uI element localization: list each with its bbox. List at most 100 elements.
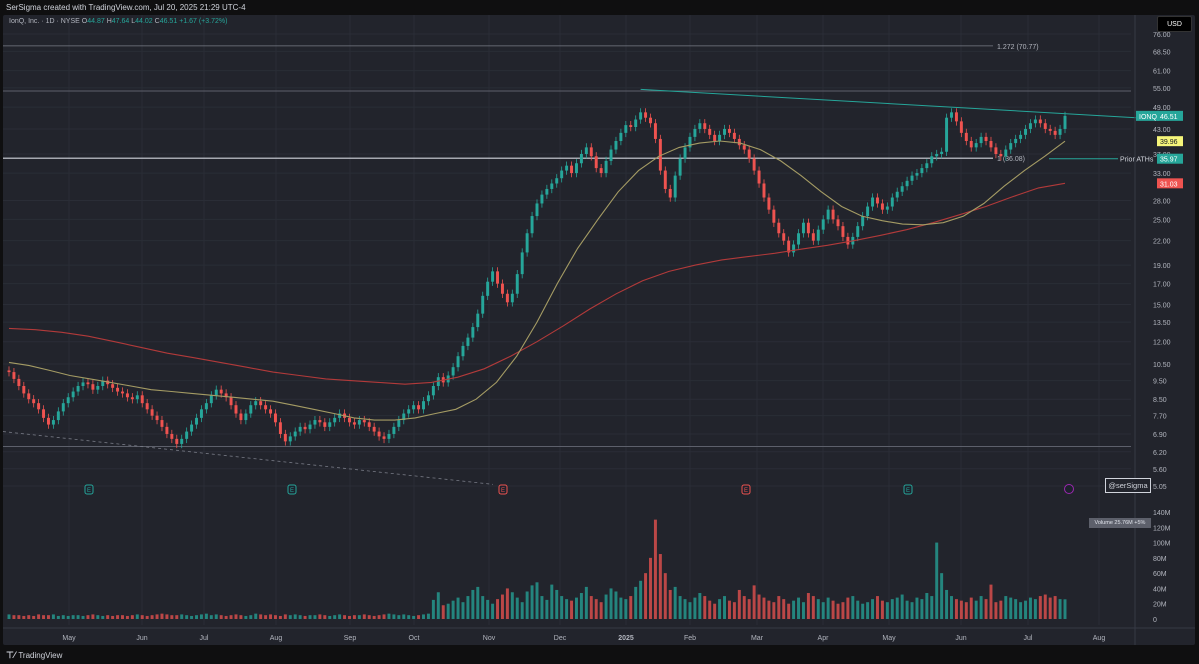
price-tick-label: 61.00 xyxy=(1153,69,1171,76)
candle-body xyxy=(426,395,430,402)
candle-body xyxy=(811,233,815,241)
candle-body xyxy=(91,384,95,390)
high-value: 47.64 xyxy=(111,18,130,25)
volume-bar xyxy=(486,599,490,619)
volume-bar xyxy=(254,613,258,619)
candle-body xyxy=(1048,128,1052,131)
candle-body xyxy=(417,405,421,410)
candle-body xyxy=(32,399,36,404)
time-tick-label: Aug xyxy=(1093,635,1106,642)
candle-body xyxy=(762,183,766,198)
volume-bar xyxy=(698,593,702,619)
volume-bar xyxy=(372,615,376,619)
volume-bar xyxy=(1053,596,1057,619)
candle-body xyxy=(116,387,120,392)
volume-bar xyxy=(555,589,559,619)
tradingview-logo[interactable]: ⊤⁄ TradingView xyxy=(6,650,62,661)
candle-body xyxy=(51,420,55,425)
price-chart[interactable]: 1.272 (70.77) 1 (36.08) E E E E E 76.00 68.50 61.… xyxy=(3,15,1195,645)
candle-body xyxy=(718,134,722,142)
volume-bar xyxy=(846,597,850,619)
candle-body xyxy=(866,206,870,217)
volume-tick-label: 100M xyxy=(1153,541,1171,548)
candle-body xyxy=(925,163,929,169)
chart-panel[interactable]: 1.272 (70.77) 1 (36.08) E E E E E 76.00 68.50 61.… xyxy=(3,15,1195,645)
candle-body xyxy=(634,119,638,128)
candle-body xyxy=(940,151,944,154)
volume-bar xyxy=(338,614,342,619)
volume-bar xyxy=(66,615,70,619)
price-tick-label: 15.00 xyxy=(1153,303,1171,310)
volume-bar xyxy=(594,599,598,619)
price-label-name-bg xyxy=(1136,110,1160,121)
volume-bar xyxy=(579,593,583,619)
volume-bar xyxy=(930,596,934,619)
volume-bar xyxy=(357,615,361,619)
candle-body xyxy=(476,313,480,328)
open-label: O xyxy=(81,18,88,25)
candle-body xyxy=(471,327,475,338)
volume-tick-label: 140M xyxy=(1153,510,1171,517)
volume-bar xyxy=(540,596,544,619)
sma-short-line xyxy=(8,140,1066,421)
volume-bar xyxy=(979,596,983,619)
volume-bar xyxy=(782,599,786,619)
volume-bar xyxy=(634,586,638,619)
volume-bar xyxy=(619,597,623,619)
candle-body xyxy=(392,426,396,434)
volume-bar xyxy=(801,602,805,619)
volume-bar xyxy=(663,573,667,619)
earnings-icon-label: E xyxy=(906,488,910,494)
candle-body xyxy=(313,420,317,425)
volume-bar xyxy=(426,613,430,619)
volume-bar xyxy=(1004,596,1008,619)
volume-bar xyxy=(135,614,139,619)
candle-body xyxy=(71,391,75,398)
volume-bar xyxy=(461,602,465,619)
currency-button[interactable]: USD xyxy=(1157,16,1192,32)
candle-body xyxy=(180,438,184,444)
volume-bar xyxy=(604,594,608,619)
volume-bar xyxy=(703,596,707,619)
volume-bar xyxy=(160,613,164,619)
volume-bar xyxy=(51,614,55,619)
candle-body xyxy=(589,147,593,157)
volume-bar xyxy=(885,602,889,619)
symbol-legend: IonQ, Inc. · 1D · NYSE O44.87 H47.64 L44… xyxy=(9,18,227,25)
candle-body xyxy=(668,188,672,198)
volume-bar xyxy=(693,597,697,619)
price-tick-label: 43.00 xyxy=(1153,127,1171,134)
volume-bar xyxy=(481,596,485,619)
volume-bar xyxy=(732,602,736,619)
candle-body xyxy=(130,397,134,400)
volume-bar xyxy=(574,597,578,619)
volume-bar xyxy=(431,599,435,619)
volume-bar xyxy=(856,600,860,619)
candle-body xyxy=(293,431,297,437)
volume-bar xyxy=(42,615,46,619)
candle-body xyxy=(96,386,100,390)
candle-body xyxy=(140,395,144,404)
volume-bar xyxy=(204,613,208,619)
candle-body xyxy=(402,413,406,421)
fib-level-label: 1 (36.08) xyxy=(997,156,1025,163)
candle-body xyxy=(150,409,154,416)
candle-body xyxy=(584,147,588,154)
candle-body xyxy=(1038,119,1042,124)
volume-bar xyxy=(224,615,228,619)
high-label: H xyxy=(106,18,112,25)
candle-body xyxy=(81,382,85,387)
candle-body xyxy=(954,112,958,122)
candle-body xyxy=(407,409,411,414)
candle-body xyxy=(831,209,835,220)
candle-body xyxy=(510,293,514,303)
candle-body xyxy=(185,431,189,439)
volume-bar xyxy=(219,615,223,619)
candle-body xyxy=(249,405,253,414)
candle-body xyxy=(377,431,381,437)
candle-body xyxy=(56,411,60,421)
candle-body xyxy=(22,386,26,394)
volume-bar xyxy=(900,594,904,619)
volume-bar xyxy=(525,591,529,619)
price-label-value: 39.96 xyxy=(1160,139,1178,146)
